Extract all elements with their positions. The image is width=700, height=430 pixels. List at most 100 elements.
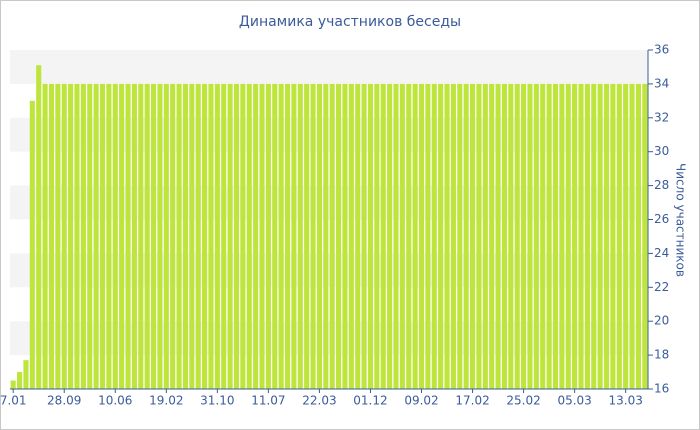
bar bbox=[629, 83, 635, 390]
bar bbox=[418, 83, 425, 390]
bar bbox=[297, 83, 303, 390]
x-tick-label: 11.07 bbox=[251, 394, 285, 408]
bar bbox=[559, 83, 565, 390]
bar bbox=[17, 372, 23, 389]
bar bbox=[329, 83, 335, 390]
bar bbox=[476, 83, 482, 390]
bar bbox=[533, 83, 539, 390]
y-tick-label: 20 bbox=[654, 314, 669, 328]
bar bbox=[342, 83, 348, 390]
bar bbox=[489, 83, 495, 390]
bar bbox=[387, 83, 393, 390]
grid-band bbox=[10, 117, 648, 152]
bar bbox=[68, 83, 74, 390]
bar bbox=[80, 83, 86, 390]
x-tick-label: 19.02 bbox=[149, 394, 183, 408]
bar bbox=[438, 83, 444, 390]
x-tick-label: 28.09 bbox=[47, 394, 81, 408]
bar bbox=[170, 83, 176, 390]
grid-band bbox=[10, 321, 648, 356]
bar bbox=[316, 83, 322, 390]
y-tick-label: 36 bbox=[654, 43, 669, 57]
bar bbox=[246, 83, 252, 390]
y-tick-label: 30 bbox=[654, 144, 669, 158]
bar bbox=[584, 83, 590, 390]
bar bbox=[195, 83, 201, 390]
bar bbox=[469, 83, 476, 390]
bar bbox=[393, 83, 399, 390]
bar bbox=[361, 83, 367, 390]
bar bbox=[259, 83, 265, 390]
x-tick-label: 01.12 bbox=[353, 394, 387, 408]
bar bbox=[597, 83, 603, 390]
bar bbox=[450, 83, 456, 390]
bar bbox=[42, 83, 48, 390]
x-tick-label: 7.01 bbox=[0, 394, 27, 408]
grid-band bbox=[10, 50, 648, 84]
bar bbox=[253, 83, 259, 390]
bar bbox=[233, 83, 240, 390]
x-tick-label: 22.03 bbox=[302, 394, 336, 408]
bar bbox=[521, 83, 527, 390]
bar bbox=[61, 83, 67, 390]
bar bbox=[144, 83, 150, 390]
bar bbox=[227, 83, 233, 390]
bar bbox=[482, 83, 488, 390]
x-tick-label: 05.03 bbox=[557, 394, 591, 408]
bar bbox=[240, 83, 246, 390]
bar bbox=[48, 83, 55, 390]
x-tick-label: 09.02 bbox=[404, 394, 438, 408]
bar bbox=[552, 83, 559, 390]
bar bbox=[565, 83, 571, 390]
x-tick-label: 10.06 bbox=[98, 394, 132, 408]
bar bbox=[412, 83, 418, 390]
bar bbox=[546, 83, 552, 390]
y-tick-label: 34 bbox=[654, 76, 669, 90]
bar bbox=[527, 83, 533, 390]
bar bbox=[208, 83, 214, 390]
bar bbox=[399, 83, 405, 390]
grid-band bbox=[10, 185, 648, 220]
bar bbox=[374, 83, 380, 390]
bar bbox=[150, 83, 157, 390]
bar bbox=[29, 100, 35, 389]
bar bbox=[495, 83, 501, 390]
bar bbox=[603, 83, 610, 390]
bar bbox=[55, 83, 61, 390]
bar bbox=[221, 83, 227, 390]
bar bbox=[610, 83, 616, 390]
bar bbox=[138, 83, 144, 390]
bar bbox=[23, 360, 29, 389]
bar bbox=[74, 83, 80, 390]
y-tick-label: 32 bbox=[654, 110, 669, 124]
bar bbox=[642, 83, 648, 390]
bar bbox=[591, 83, 597, 390]
x-tick-label: 31.10 bbox=[200, 394, 234, 408]
bar bbox=[176, 83, 182, 390]
bar bbox=[182, 83, 189, 390]
bar bbox=[291, 83, 297, 390]
bar bbox=[310, 83, 316, 390]
bar bbox=[272, 83, 278, 390]
bar bbox=[463, 83, 469, 390]
x-tick-label: 13.03 bbox=[608, 394, 642, 408]
x-tick-label: 25.02 bbox=[506, 394, 540, 408]
bar bbox=[10, 380, 16, 389]
bar bbox=[304, 83, 310, 390]
bar bbox=[336, 83, 342, 390]
y-tick-label: 24 bbox=[654, 246, 669, 260]
bar bbox=[380, 83, 386, 390]
bar bbox=[214, 83, 220, 390]
chart-title: Динамика участников беседы bbox=[239, 14, 461, 30]
bar bbox=[36, 65, 42, 389]
bar bbox=[99, 83, 106, 390]
y-axis-label: Число участников bbox=[674, 163, 688, 277]
y-tick-label: 28 bbox=[654, 178, 669, 192]
x-tick-label: 17.02 bbox=[455, 394, 489, 408]
bar bbox=[367, 83, 374, 390]
y-tick-label: 22 bbox=[654, 280, 669, 294]
bar bbox=[572, 83, 578, 390]
bar bbox=[348, 83, 354, 390]
bar bbox=[87, 83, 93, 390]
